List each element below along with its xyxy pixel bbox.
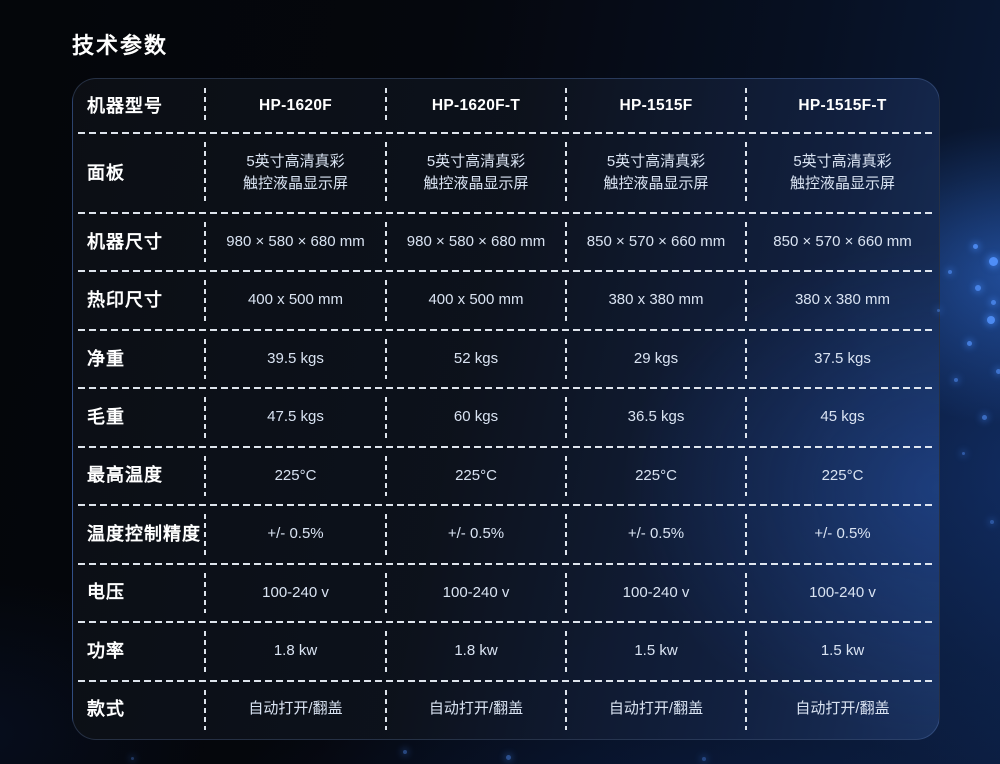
cell-value: 100-240 v: [745, 564, 939, 622]
row-label: 最高温度: [87, 465, 163, 486]
table-row-style: 款式 自动打开/翻盖 自动打开/翻盖 自动打开/翻盖 自动打开/翻盖: [73, 679, 939, 739]
particle: [996, 369, 1000, 374]
column-header-hp-1515f: HP-1515F: [565, 79, 746, 133]
row-label: 毛重: [87, 407, 125, 428]
cell-value: +/- 0.5%: [204, 505, 386, 563]
cell-value: 380 x 380 mm: [745, 271, 939, 329]
cell-value: 100-240 v: [565, 564, 746, 622]
table-row-power: 功率 1.8 kw 1.8 kw 1.5 kw 1.5 kw: [73, 621, 939, 680]
particle: [987, 316, 995, 324]
cell-value: 36.5 kgs: [565, 388, 746, 446]
cell-value: 5英寸高清真彩 触控液晶显示屏: [745, 133, 939, 213]
particle: [937, 309, 940, 312]
cell-value: 850 × 570 × 660 mm: [745, 213, 939, 271]
table-row-panel: 面板 5英寸高清真彩 触控液晶显示屏 5英寸高清真彩 触控液晶显示屏 5英寸高清…: [73, 132, 939, 213]
cell-value: 自动打开/翻盖: [565, 681, 746, 739]
cell-value: 1.5 kw: [745, 622, 939, 680]
cell-value: 1.8 kw: [204, 622, 386, 680]
cell-value: 37.5 kgs: [745, 330, 939, 388]
cell-value: 225°C: [565, 447, 746, 505]
particle: [403, 750, 407, 754]
cell-value: 5英寸高清真彩 触控液晶显示屏: [385, 133, 566, 213]
row-label: 款式: [87, 699, 125, 720]
table-row-gross-weight: 毛重 47.5 kgs 60 kgs 36.5 kgs 45 kgs: [73, 387, 939, 446]
particle: [954, 378, 958, 382]
column-header-hp-1620f-t: HP-1620F-T: [385, 79, 566, 133]
cell-value: 1.8 kw: [385, 622, 566, 680]
cell-value: 380 x 380 mm: [565, 271, 746, 329]
spec-table: 机器型号 HP-1620F HP-1620F-T HP-1515F HP-151…: [72, 78, 940, 740]
cell-value: 850 × 570 × 660 mm: [565, 213, 746, 271]
cell-value: 225°C: [204, 447, 386, 505]
particle: [982, 415, 987, 420]
cell-value: 自动打开/翻盖: [204, 681, 386, 739]
row-label: 功率: [87, 640, 125, 661]
cell-value: 5英寸高清真彩 触控液晶显示屏: [565, 133, 746, 213]
cell-value: 自动打开/翻盖: [385, 681, 566, 739]
cell-value: 47.5 kgs: [204, 388, 386, 446]
row-label: 面板: [87, 162, 125, 183]
particle: [702, 757, 706, 761]
particle: [506, 755, 511, 760]
table-header-row: 机器型号 HP-1620F HP-1620F-T HP-1515F HP-151…: [73, 79, 939, 133]
row-label: 电压: [87, 582, 125, 603]
cell-value: 980 × 580 × 680 mm: [385, 213, 566, 271]
table-row-net-weight: 净重 39.5 kgs 52 kgs 29 kgs 37.5 kgs: [73, 328, 939, 388]
cell-value: 39.5 kgs: [204, 330, 386, 388]
table-row-temp-accuracy: 温度控制精度 +/- 0.5% +/- 0.5% +/- 0.5% +/- 0.…: [73, 504, 939, 563]
particle: [131, 757, 134, 760]
page-title: 技术参数: [72, 33, 169, 58]
cell-value: 400 x 500 mm: [204, 271, 386, 329]
cell-value: 100-240 v: [385, 564, 566, 622]
table-row-voltage: 电压 100-240 v 100-240 v 100-240 v 100-240…: [73, 562, 939, 622]
particle: [991, 300, 996, 305]
particle: [975, 285, 981, 291]
row-label: 机器尺寸: [87, 231, 163, 252]
cell-value: 60 kgs: [385, 388, 566, 446]
particle: [948, 270, 952, 274]
column-header-hp-1515f-t: HP-1515F-T: [745, 79, 939, 133]
particle: [989, 257, 998, 266]
cell-value: 1.5 kw: [565, 622, 746, 680]
cell-value: +/- 0.5%: [745, 505, 939, 563]
particle: [990, 520, 994, 524]
cell-value: 225°C: [385, 447, 566, 505]
cell-value: 225°C: [745, 447, 939, 505]
row-label: 热印尺寸: [87, 290, 163, 311]
table-row-machine-size: 机器尺寸 980 × 580 × 680 mm 980 × 580 × 680 …: [73, 211, 939, 271]
cell-value: +/- 0.5%: [385, 505, 566, 563]
cell-value: 5英寸高清真彩 触控液晶显示屏: [204, 133, 386, 213]
row-label: 温度控制精度: [87, 523, 201, 544]
particle: [962, 452, 965, 455]
table-row-max-temp: 最高温度 225°C 225°C 225°C 225°C: [73, 445, 939, 505]
particle: [973, 244, 978, 249]
table-row-print-size: 热印尺寸 400 x 500 mm 400 x 500 mm 380 x 380…: [73, 270, 939, 329]
cell-value: 100-240 v: [204, 564, 386, 622]
row-label: 净重: [87, 348, 125, 369]
cell-value: 45 kgs: [745, 388, 939, 446]
column-header-hp-1620f: HP-1620F: [204, 79, 386, 133]
cell-value: 52 kgs: [385, 330, 566, 388]
cell-value: 980 × 580 × 680 mm: [204, 213, 386, 271]
header-label: 机器型号: [87, 95, 163, 116]
cell-value: +/- 0.5%: [565, 505, 746, 563]
cell-value: 400 x 500 mm: [385, 271, 566, 329]
cell-value: 29 kgs: [565, 330, 746, 388]
particle: [967, 341, 972, 346]
cell-value: 自动打开/翻盖: [745, 681, 939, 739]
